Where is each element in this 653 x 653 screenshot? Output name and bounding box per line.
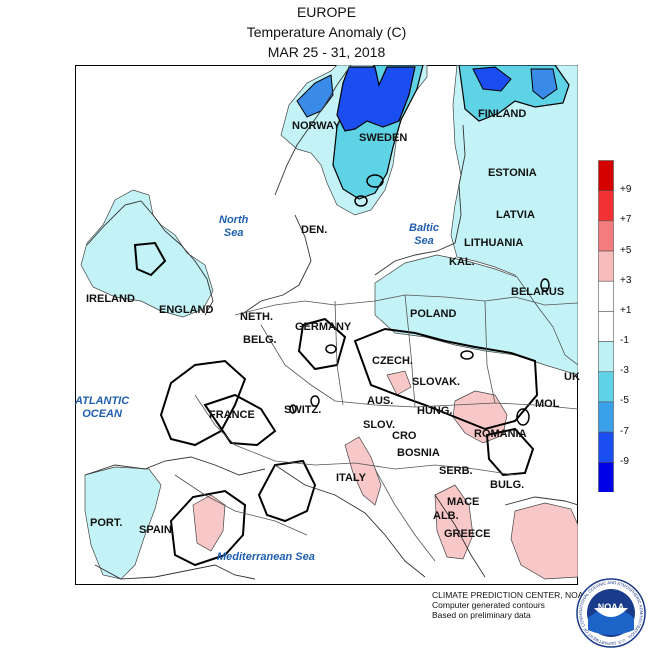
cold-area-poland: [374, 254, 578, 376]
legend-swatch: [598, 220, 614, 252]
label-aus: AUS.: [367, 395, 394, 407]
legend-label: +5: [620, 244, 632, 256]
label-ireland: IRELAND: [86, 293, 135, 305]
label-cro: CRO: [392, 430, 417, 442]
legend-label: -9: [620, 455, 629, 467]
label-north-sea-line1: North: [219, 214, 249, 226]
legend-swatch: [598, 371, 614, 403]
legend-label: -1: [620, 335, 629, 347]
legend-swatch: [598, 462, 614, 492]
noaa-logo-text: NOAA: [598, 602, 625, 612]
label-romania: ROMANIA: [474, 428, 527, 440]
label-norway: NORWAY: [292, 120, 341, 132]
label-mace: MACE: [447, 496, 480, 508]
legend-label: +9: [620, 184, 632, 196]
small-contours: [289, 174, 550, 426]
label-poland: POLAND: [410, 308, 457, 320]
label-slov: SLOV.: [363, 419, 395, 431]
label-england: ENGLAND: [159, 304, 214, 316]
map-title-region: EUROPE: [296, 4, 357, 20]
legend-label: +3: [620, 274, 632, 286]
country-borders: [174, 294, 578, 562]
legend-label: -3: [620, 365, 629, 377]
legend-swatch: [598, 160, 614, 191]
anomaly-map: [75, 65, 578, 585]
label-belarus: BELARUS: [511, 286, 565, 298]
warm-area-romania: [452, 390, 508, 444]
legend-colorbar: [598, 160, 614, 492]
warm-area-turkey: [510, 502, 578, 580]
legend-swatch: [598, 341, 614, 373]
label-czech: CZECH.: [372, 355, 413, 367]
legend-swatch: [598, 190, 614, 222]
label-baltic-sea: Baltic Sea: [409, 222, 439, 248]
coastlines: [84, 65, 578, 580]
label-bulg: BULG.: [490, 479, 525, 491]
legend-swatch: [598, 401, 614, 433]
label-atlantic-ocean: ATLANTIC OCEAN: [75, 395, 129, 421]
label-switz: SWITZ.: [284, 404, 322, 416]
label-france: FRANCE: [209, 409, 255, 421]
warm-area-italy: [344, 436, 382, 506]
label-latvia: LATVIA: [496, 209, 535, 221]
legend-swatch: [598, 250, 614, 282]
label-port: PORT.: [90, 517, 123, 529]
label-germany: GERMANY: [295, 321, 352, 333]
label-north-sea-line2: Sea: [223, 227, 244, 239]
label-baltic-sea-line2: Sea: [414, 235, 434, 247]
noaa-logo: NOAA NATIONAL OCEANIC AND ATMOSPHERIC AD…: [576, 578, 646, 648]
cold-core-finland-east: [530, 68, 558, 100]
label-mediterranean-sea: Mediterranean Sea: [217, 551, 315, 563]
label-estonia: ESTONIA: [488, 167, 537, 179]
label-spain: SPAIN: [139, 524, 172, 536]
legend-label: -7: [620, 425, 629, 437]
label-serb: SERB.: [439, 465, 473, 477]
label-den: DEN.: [301, 224, 328, 236]
label-atlantic-line1: ATLANTIC: [75, 395, 130, 407]
label-north-sea: North Sea: [219, 214, 248, 240]
label-lithuania: LITHUANIA: [464, 237, 524, 249]
label-atlantic-line2: OCEAN: [82, 408, 122, 420]
contour-lines: [133, 241, 539, 567]
label-greece: GREECE: [444, 528, 491, 540]
label-belg: BELG.: [243, 334, 277, 346]
label-slovak: SLOVAK.: [412, 376, 461, 388]
label-mol: MOL: [535, 398, 560, 410]
legend-label: +7: [620, 214, 632, 226]
label-alb: ALB.: [433, 510, 459, 522]
label-finland: FINLAND: [478, 108, 527, 120]
credit-preliminary: Based on preliminary data: [432, 610, 531, 620]
legend-label: -5: [620, 395, 629, 407]
label-bosnia: BOSNIA: [397, 447, 440, 459]
label-sweden: SWEDEN: [359, 132, 408, 144]
label-baltic-sea-line1: Baltic: [409, 222, 439, 234]
label-italy: ITALY: [336, 472, 366, 484]
legend-swatch: [598, 311, 614, 342]
cold-core-scandinavia: [336, 66, 416, 132]
label-uk: UK: [564, 371, 580, 383]
credit-contours: Computer generated contours: [432, 600, 545, 610]
cold-core-finland: [472, 66, 512, 92]
credit-source: CLIMATE PREDICTION CENTER, NOAA: [432, 590, 590, 600]
map-title-variable: Temperature Anomaly (C): [246, 24, 407, 40]
legend-label: +1: [620, 304, 632, 316]
warm-area-spain: [192, 494, 226, 552]
map-title-period: MAR 25 - 31, 2018: [267, 44, 386, 60]
label-hung: HUNG.: [417, 405, 453, 417]
legend-swatch: [598, 280, 614, 312]
label-kal: KAL.: [449, 256, 475, 268]
label-neth: NETH.: [240, 311, 273, 323]
warm-area-hungary: [386, 370, 412, 396]
legend-swatch: [598, 431, 614, 463]
